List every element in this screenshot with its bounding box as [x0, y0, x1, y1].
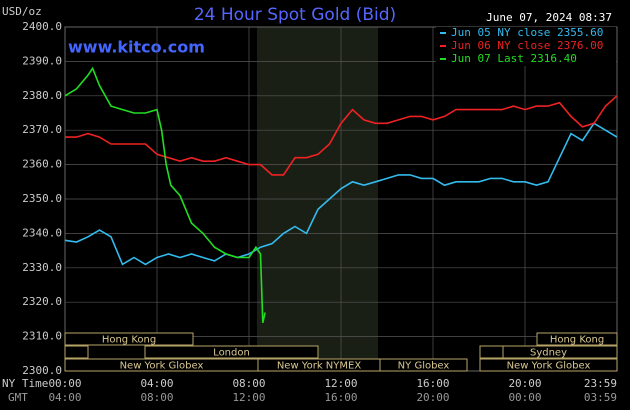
- gmt-tick-label: 16:00: [324, 391, 357, 404]
- y-tick-label: 2330.0: [22, 261, 62, 274]
- x-tick-label: 04:00: [140, 377, 173, 390]
- watermark: www.kitco.com: [68, 38, 205, 57]
- gmt-tick-label: 04:00: [48, 391, 81, 404]
- chart-title: 24 Hour Spot Gold (Bid): [194, 5, 396, 25]
- timestamp: June 07, 2024 08:37: [486, 11, 612, 24]
- y-tick-label: 2380.0: [22, 89, 62, 102]
- session-label: Hong Kong: [550, 335, 604, 346]
- gmt-tick-label: 03:59: [584, 391, 617, 404]
- legend-bg: [436, 53, 616, 66]
- legend-bg: [436, 40, 616, 53]
- legend-label: Jun 05 NY close 2355.60: [451, 26, 603, 39]
- x-tick-label: 16:00: [416, 377, 449, 390]
- legend-label: Jun 06 NY close 2376.00: [451, 39, 603, 52]
- session-box: [64, 345, 89, 359]
- y-tick-label: 2400.0: [22, 20, 62, 33]
- session-box: [536, 332, 618, 346]
- x-tick-label: 23:59: [584, 377, 617, 390]
- x-tick-label: 08:00: [232, 377, 265, 390]
- series-line: [64, 122, 618, 266]
- gmt-tick-label: 00:00: [508, 391, 541, 404]
- x-tick-label: 12:00: [324, 377, 357, 390]
- legend-bg: [436, 27, 616, 40]
- y-tick-label: 2370.0: [22, 123, 62, 136]
- gmt-tick-label: 08:00: [140, 391, 173, 404]
- unit-label: USD/oz: [2, 5, 42, 18]
- x-tick-label: 20:00: [508, 377, 541, 390]
- y-tick-label: 2340.0: [22, 226, 62, 239]
- series-line: [65, 95, 618, 176]
- y-tick-label: 2320.0: [22, 295, 62, 308]
- session-box: [479, 345, 504, 359]
- gmt-tick-label: 20:00: [416, 391, 449, 404]
- session-label: London: [213, 348, 250, 359]
- session-label: New York NYMEX: [277, 361, 362, 372]
- y-tick-label: 2350.0: [22, 192, 62, 205]
- session-box: [144, 345, 319, 359]
- x-tick-label: 00:00: [48, 377, 81, 390]
- session-box: [479, 358, 618, 372]
- session-label: Hong Kong: [102, 335, 156, 346]
- session-label: Sydney: [530, 348, 567, 359]
- y-tick-label: 2360.0: [22, 158, 62, 171]
- y-tick-label: 2390.0: [22, 54, 62, 67]
- series-line: [64, 66, 266, 323]
- legend-label: Jun 07 Last 2316.40: [451, 52, 577, 65]
- session-label: New York Globex: [120, 361, 204, 372]
- gmt-tick-label: 12:00: [232, 391, 265, 404]
- session-box: [64, 332, 194, 346]
- x-axis-label: NY Time: [2, 377, 48, 390]
- session-label: NY Globex: [398, 361, 450, 372]
- session-label: New York Globex: [507, 361, 591, 372]
- y-tick-label: 2310.0: [22, 330, 62, 343]
- x-axis-label: GMT: [8, 391, 28, 404]
- y-tick-label: 2300.0: [22, 364, 62, 377]
- session-box: [379, 358, 468, 372]
